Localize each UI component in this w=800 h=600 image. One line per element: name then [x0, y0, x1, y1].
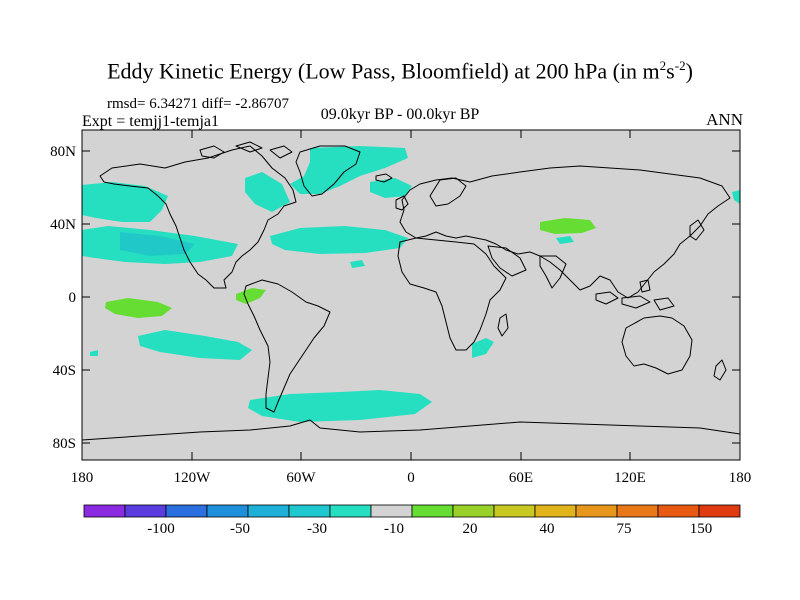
lat-label: 40S [53, 363, 76, 379]
coast-north-america [99, 145, 297, 289]
colorbar-swatch [534, 504, 577, 518]
colorbar-swatch [698, 504, 741, 518]
colorbar-label: -50 [230, 521, 250, 537]
experiment-label: Expt = temjj1-temja1 [82, 113, 219, 130]
region-islet-southwest [90, 350, 98, 356]
colorbar-label: -10 [384, 521, 404, 537]
colorbar-swatch [575, 504, 618, 518]
coast-eurasia [399, 165, 731, 299]
colorbar-swatch [124, 504, 167, 518]
region-labrador [245, 172, 290, 212]
region-greenland [290, 146, 408, 194]
colorbar-swatch [616, 504, 659, 518]
coast-africa [397, 237, 507, 351]
coast-greenland [295, 145, 361, 197]
coast-maritime-asia [595, 279, 675, 311]
lat-label: 0 [69, 290, 77, 306]
region-south-pacific [138, 330, 252, 360]
colorbar-swatch [493, 504, 536, 518]
colorbar-label: 75 [617, 521, 632, 537]
lon-label: 180 [71, 470, 94, 486]
colorbar-swatch [411, 504, 454, 518]
colorbar-swatch [83, 504, 126, 518]
colorbar-swatch [247, 504, 290, 518]
lon-label: 180 [729, 470, 752, 486]
colorbar-label: -100 [147, 521, 175, 537]
colorbar-label: -30 [307, 521, 327, 537]
season-label: ANN [706, 110, 743, 129]
region-southern-ocean [248, 390, 432, 422]
coast-madagascar [497, 313, 509, 337]
colorbar-swatch [288, 504, 331, 518]
coastlines [81, 141, 741, 441]
coast-scandinavia [429, 177, 467, 207]
lon-label: 120E [614, 470, 646, 486]
colorbar-swatch [370, 504, 413, 518]
region-tropical-pacific [105, 298, 172, 318]
coast-british-isles [395, 195, 409, 211]
region-north-pacific [82, 182, 168, 222]
region-nordic [370, 178, 412, 198]
lat-label: 40N [50, 217, 76, 233]
colorbar-label: 150 [690, 521, 713, 537]
region-tibet [556, 236, 574, 244]
colorbar-swatch [329, 504, 372, 518]
latitude-labels: 80N 40N 0 40S 80S [50, 144, 76, 452]
latitude-ticks [82, 150, 740, 444]
region-north-atlantic [270, 226, 408, 254]
positive-regions [105, 218, 596, 318]
coast-arabia [487, 245, 527, 277]
colorbar-swatch [452, 504, 495, 518]
region-atlantic-islet [350, 260, 365, 268]
chart-title: Eddy Kinetic Energy (Low Pass, Bloomfiel… [107, 58, 693, 84]
lat-label: 80N [50, 144, 76, 160]
period-label: 09.0kyr BP - 00.0kyr BP [320, 106, 480, 123]
colorbar-swatch [657, 504, 700, 518]
lon-label: 60E [509, 470, 533, 486]
coast-india [539, 255, 567, 289]
colorbar-label: 20 [463, 521, 478, 537]
colorbar-label: 40 [540, 521, 555, 537]
coast-new-zealand [713, 359, 727, 381]
longitude-ticks [81, 130, 741, 460]
colorbar [83, 504, 741, 518]
colorbar-labels: -100 -50 -30 -10 20 40 75 150 [147, 521, 712, 537]
region-south-africa [472, 338, 494, 358]
coast-arctic-islands [199, 141, 293, 159]
lat-label: 80S [53, 436, 76, 452]
colorbar-swatch [165, 504, 208, 518]
coast-japan [689, 219, 705, 241]
lon-label: 0 [407, 470, 415, 486]
coast-iceland [375, 173, 393, 183]
region-central-asia [540, 218, 596, 234]
negative-regions [82, 146, 740, 422]
colorbar-swatch [206, 504, 249, 518]
coast-antarctica [81, 419, 741, 441]
lon-label: 120W [174, 470, 212, 486]
region-tropical-east-pacific [236, 288, 266, 304]
coast-south-america [243, 279, 331, 413]
coast-australia [621, 315, 693, 375]
region-east-pacific-edge [732, 190, 740, 204]
lon-label: 60W [286, 470, 316, 486]
stats-label: rmsd= 6.34271 diff= -2.86707 [107, 96, 290, 112]
longitude-labels: 180 120W 60W 0 60E 120E 180 [71, 470, 752, 486]
